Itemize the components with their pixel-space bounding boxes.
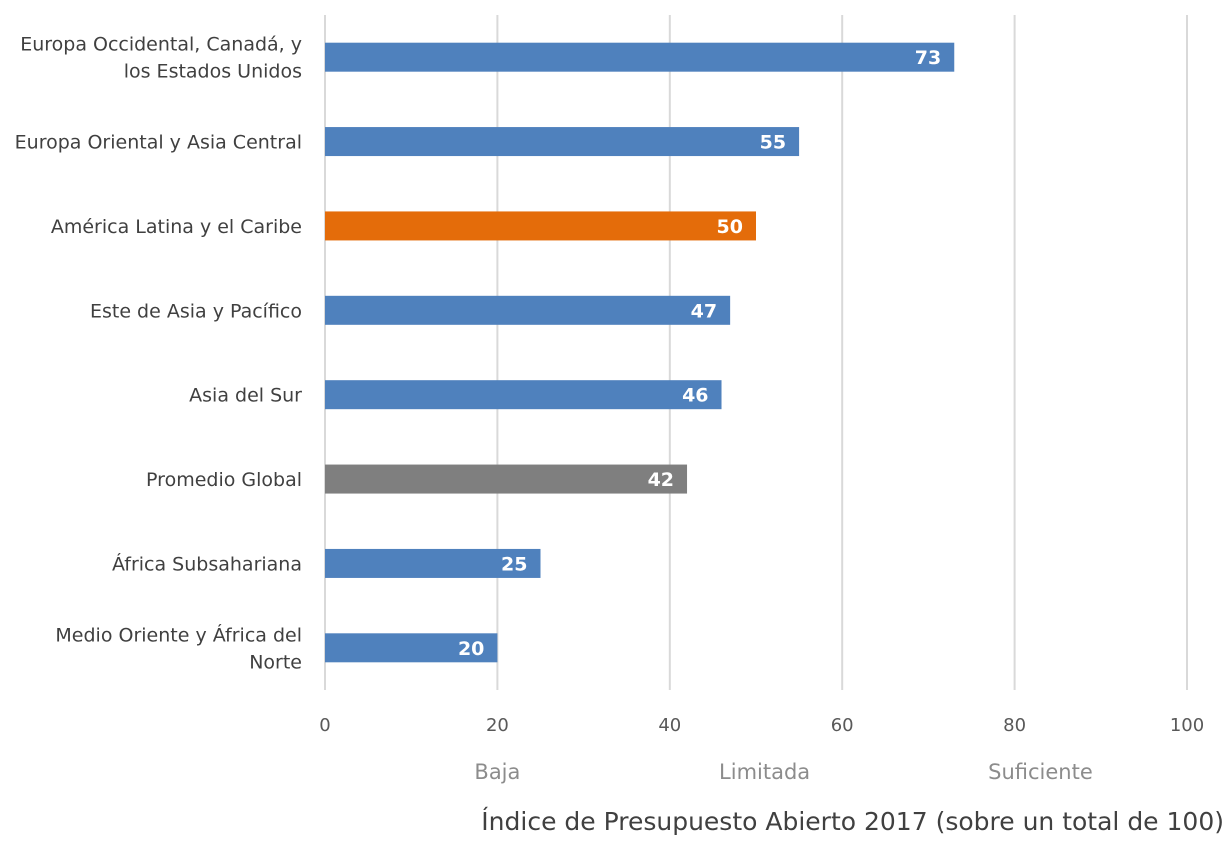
data-label: 25 (501, 553, 527, 575)
value-labels: 73 55 50 47 46 42 25 20 (458, 47, 941, 660)
bar (325, 464, 688, 494)
band-label: Limitada (719, 760, 810, 784)
band-label: Baja (474, 760, 520, 784)
category-label: Europa Occidental, Canadá, y los Estados … (20, 34, 302, 83)
bar (325, 42, 955, 72)
bar (325, 127, 800, 157)
data-label: 47 (691, 300, 717, 322)
category-label: Este de Asia y Pacífico (90, 300, 302, 322)
data-label: 50 (717, 216, 743, 238)
category-label: África Subsahariana (112, 552, 302, 575)
bar (325, 211, 756, 241)
category-label: Asia del Sur (189, 385, 302, 407)
category-label: Promedio Global (146, 469, 302, 491)
band-label: Suficiente (988, 760, 1093, 784)
bar (325, 295, 731, 325)
x-tick-label: 40 (658, 715, 681, 736)
data-label: 55 (760, 132, 786, 154)
data-label: 42 (648, 469, 674, 491)
category-label: Medio Oriente y África del Norte (55, 623, 302, 673)
bar (325, 633, 498, 663)
x-axis-title: Índice de Presupuesto Abierto 2017 (sobr… (481, 807, 1224, 836)
data-label: 73 (915, 47, 941, 69)
category-labels: Europa Occidental, Canadá, y los Estados … (15, 34, 303, 674)
category-label: Europa Oriental y Asia Central (15, 132, 302, 154)
category-label: América Latina y el Caribe (51, 216, 302, 238)
data-label: 20 (458, 638, 484, 660)
x-tick-label: 0 (319, 715, 330, 736)
band-labels: Baja Limitada Suficiente (474, 760, 1092, 784)
bars (325, 42, 955, 663)
data-label: 46 (682, 385, 708, 407)
x-tick-label: 80 (1003, 715, 1026, 736)
x-tick-label: 20 (486, 715, 509, 736)
bar (325, 548, 541, 578)
x-tick-label: 100 (1170, 715, 1204, 736)
x-tick-label: 60 (831, 715, 854, 736)
bar (325, 380, 722, 410)
tick-labels: 0 20 40 60 80 100 (319, 715, 1204, 736)
gridlines (324, 15, 1188, 690)
